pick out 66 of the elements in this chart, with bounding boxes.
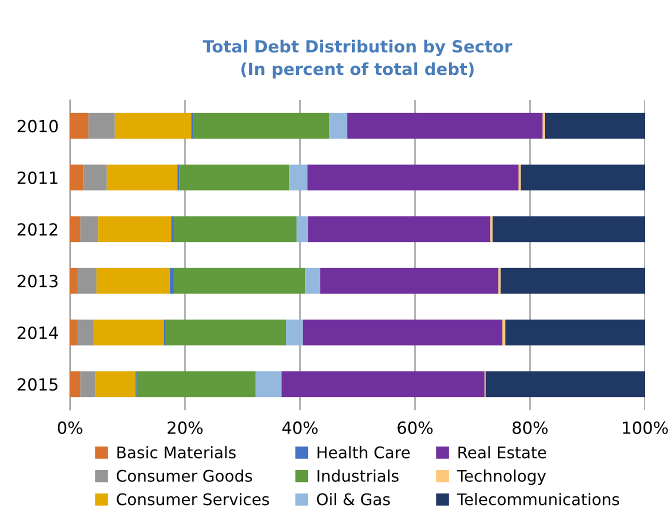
bar <box>94 320 164 346</box>
bar <box>70 371 80 398</box>
bar <box>282 371 485 398</box>
bar <box>165 320 286 346</box>
legend-label: Health Care <box>318 446 410 458</box>
bar <box>307 164 518 190</box>
legend-label: Real Estate <box>458 446 546 458</box>
bar <box>80 371 96 398</box>
bar <box>179 164 290 190</box>
bar <box>83 164 107 190</box>
bar <box>136 371 256 398</box>
y-tick-label: 2010 <box>18 120 58 132</box>
legend-label: Industrials <box>318 470 399 482</box>
legend-label: Consumer Goods <box>116 470 252 482</box>
legend-label: Consumer Services <box>116 492 269 506</box>
bar <box>502 320 506 346</box>
bar <box>308 216 490 242</box>
bar <box>296 216 308 242</box>
chart-title: Total Debt Distribution by Sector (In percent of total debt) <box>202 40 512 78</box>
bar <box>114 112 192 139</box>
bar <box>194 112 330 139</box>
bar <box>305 268 320 294</box>
bar <box>77 320 94 346</box>
bar <box>256 371 282 398</box>
bar <box>70 268 78 294</box>
y-tick-label: 2013 <box>18 274 58 288</box>
y-tick-label: 2014 <box>18 326 58 340</box>
bar <box>170 268 174 294</box>
legend-label: Oil & Gas <box>316 492 390 506</box>
bar <box>505 320 645 346</box>
bar <box>95 371 136 398</box>
bar <box>174 268 306 294</box>
bar <box>98 216 172 242</box>
y-tick-label: 2012 <box>18 223 58 236</box>
bar <box>520 164 645 190</box>
bar <box>96 268 170 294</box>
bar <box>329 112 348 139</box>
bar <box>492 216 645 242</box>
x-tick-label: 20% <box>168 421 203 434</box>
bar <box>106 164 178 190</box>
legend-label: Telecommunications <box>456 492 620 506</box>
bar <box>174 216 297 242</box>
bar <box>347 112 543 139</box>
x-tick-label: 60% <box>398 421 433 434</box>
bar <box>70 112 88 139</box>
x-tick-label: 0% <box>58 421 82 434</box>
bar <box>500 268 645 294</box>
bar <box>302 320 502 346</box>
x-tick-label: 40% <box>282 421 318 434</box>
bar <box>70 320 78 346</box>
bar <box>80 216 98 242</box>
bar <box>544 112 645 139</box>
legend-label: Basic Materials <box>117 446 236 458</box>
bar <box>486 371 645 398</box>
bar <box>70 164 84 190</box>
bar <box>70 216 80 242</box>
bar <box>88 112 115 139</box>
bar <box>320 268 498 294</box>
legend-label: Technology <box>456 470 546 485</box>
y-tick-label: 2011 <box>18 171 58 184</box>
bar <box>77 268 96 294</box>
bar <box>289 164 308 190</box>
bar <box>286 320 303 346</box>
x-tick-label: 100% <box>623 421 668 434</box>
y-tick-label: 2015 <box>18 378 58 391</box>
x-tick-label: 80% <box>512 421 548 434</box>
